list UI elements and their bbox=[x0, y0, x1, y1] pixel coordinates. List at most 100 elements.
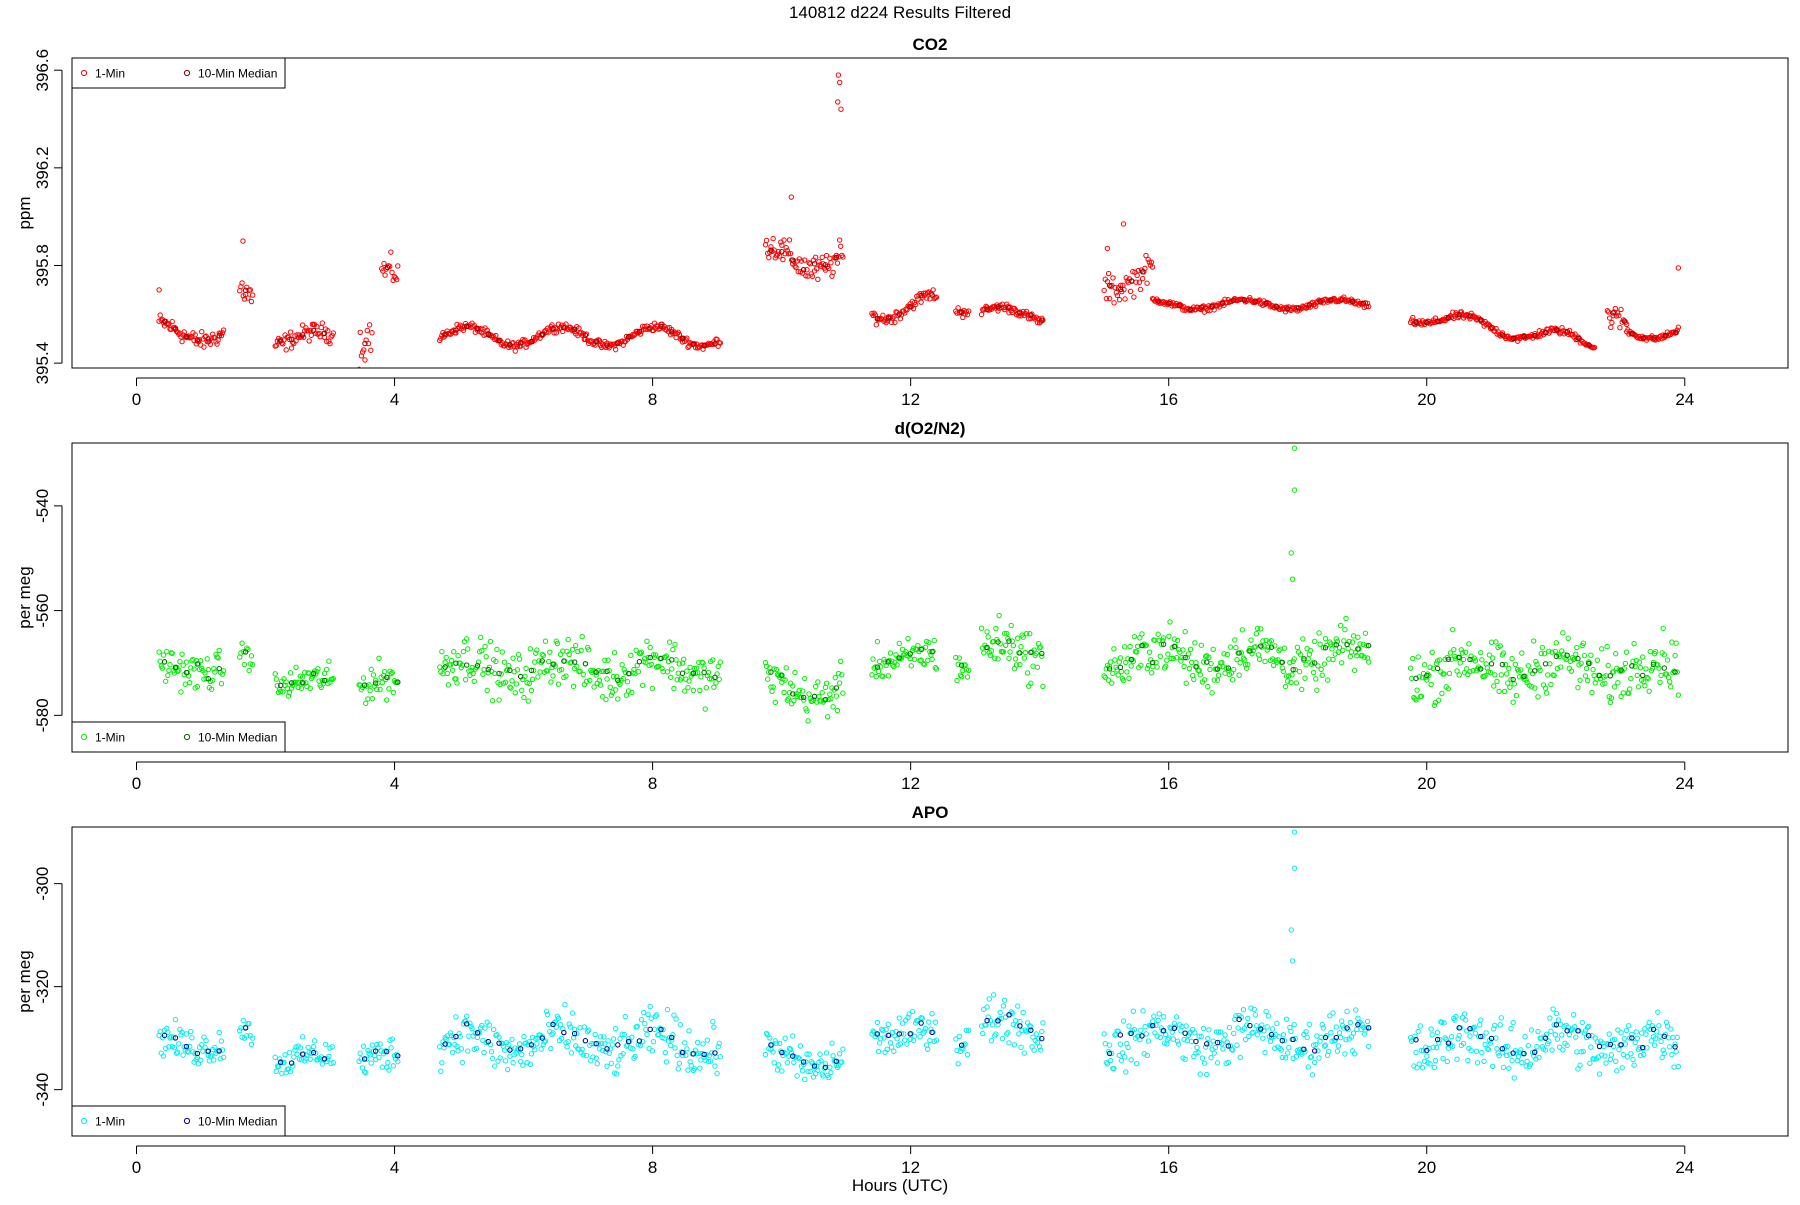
point-1min bbox=[1494, 1046, 1500, 1052]
point-1min bbox=[297, 1045, 304, 1051]
point-1min bbox=[717, 340, 724, 346]
point-1min bbox=[1353, 1007, 1359, 1013]
point-1min bbox=[1013, 1023, 1020, 1029]
point-1min bbox=[714, 1070, 720, 1077]
point-1min bbox=[1505, 1043, 1511, 1050]
point-1min bbox=[1496, 1052, 1502, 1059]
point-1min bbox=[465, 646, 471, 652]
point-1min bbox=[881, 1035, 887, 1041]
point-median bbox=[1317, 299, 1323, 305]
point-1min bbox=[961, 1042, 967, 1048]
point-1min bbox=[1225, 1059, 1232, 1066]
point-1min bbox=[710, 657, 716, 663]
point-1min bbox=[898, 1030, 905, 1037]
point-1min bbox=[1619, 1065, 1625, 1071]
point-1min bbox=[1286, 1044, 1292, 1051]
point-1min bbox=[1363, 642, 1370, 649]
point-median bbox=[690, 670, 697, 676]
point-median bbox=[1236, 1016, 1242, 1023]
point-1min bbox=[1121, 286, 1127, 293]
point-1min bbox=[781, 689, 787, 696]
point-median bbox=[995, 639, 1001, 645]
point-1min bbox=[437, 1044, 443, 1050]
point-median bbox=[1542, 1035, 1549, 1041]
point-median bbox=[442, 331, 448, 337]
point-1min bbox=[1154, 664, 1160, 670]
point-median bbox=[1586, 1033, 1592, 1039]
point-1min bbox=[1127, 643, 1133, 650]
point-1min bbox=[834, 707, 841, 714]
point-1min bbox=[964, 1051, 971, 1058]
point-1min bbox=[1007, 649, 1013, 655]
point-1min bbox=[167, 1035, 173, 1041]
point-1min bbox=[1457, 660, 1463, 666]
point-median bbox=[1434, 1036, 1441, 1043]
point-1min bbox=[911, 1033, 918, 1039]
point-1min bbox=[633, 647, 639, 653]
x-tick-label: 8 bbox=[648, 774, 657, 793]
point-1min bbox=[553, 1024, 559, 1030]
point-1min bbox=[836, 237, 843, 243]
point-1min bbox=[368, 1060, 374, 1066]
point-1min bbox=[362, 357, 368, 363]
point-1min bbox=[1202, 1044, 1209, 1050]
point-1min bbox=[773, 666, 780, 673]
point-1min bbox=[1227, 1043, 1234, 1049]
point-1min bbox=[437, 664, 443, 670]
point-1min bbox=[955, 305, 961, 311]
point-1min bbox=[368, 666, 374, 673]
point-1min bbox=[596, 677, 603, 683]
point-1min bbox=[558, 1035, 565, 1042]
point-1min bbox=[637, 331, 644, 337]
point-1min bbox=[684, 668, 690, 674]
point-median bbox=[1182, 1030, 1188, 1036]
point-1min bbox=[1016, 1031, 1022, 1037]
point-median bbox=[701, 342, 707, 348]
point-median bbox=[679, 335, 686, 341]
point-1min bbox=[643, 659, 649, 666]
point-1min bbox=[515, 1046, 522, 1052]
point-1min bbox=[1018, 1044, 1024, 1051]
point-median bbox=[1344, 641, 1350, 648]
point-median bbox=[277, 338, 284, 344]
point-1min bbox=[927, 1037, 933, 1044]
point-1min bbox=[645, 1011, 651, 1018]
point-1min bbox=[1450, 1043, 1456, 1049]
point-1min bbox=[272, 671, 278, 677]
point-1min bbox=[1485, 321, 1492, 328]
point-1min bbox=[165, 672, 171, 679]
point-1min bbox=[369, 1042, 376, 1048]
point-1min bbox=[786, 1045, 793, 1052]
point-median bbox=[539, 1035, 545, 1041]
point-1min bbox=[248, 1041, 255, 1047]
point-1min bbox=[1344, 1008, 1350, 1015]
point-1min bbox=[1418, 1047, 1425, 1054]
point-median bbox=[1596, 1043, 1603, 1050]
point-median bbox=[384, 264, 391, 271]
point-1min bbox=[800, 697, 807, 703]
point-median bbox=[1182, 654, 1188, 661]
point-1min bbox=[1602, 680, 1608, 687]
point-1min bbox=[1254, 625, 1261, 632]
point-1min bbox=[1574, 644, 1580, 651]
point-1min bbox=[607, 684, 613, 691]
point-median bbox=[1225, 665, 1232, 671]
point-median bbox=[1478, 317, 1484, 323]
point-1min bbox=[790, 1033, 796, 1039]
point-1min bbox=[1233, 644, 1239, 651]
x-tick-label: 24 bbox=[1675, 774, 1694, 793]
point-median bbox=[701, 669, 707, 676]
point-1min bbox=[365, 340, 372, 347]
point-median bbox=[1333, 642, 1339, 648]
point-1min bbox=[635, 669, 642, 675]
point-1min bbox=[638, 1017, 645, 1023]
point-1min bbox=[1606, 1031, 1612, 1037]
point-1min bbox=[833, 693, 840, 699]
point-1min bbox=[660, 1026, 666, 1033]
points bbox=[156, 829, 1682, 1083]
point-1min bbox=[570, 1035, 577, 1041]
point-1min bbox=[1598, 646, 1605, 652]
point-median bbox=[712, 674, 718, 681]
point-1min bbox=[667, 674, 674, 680]
